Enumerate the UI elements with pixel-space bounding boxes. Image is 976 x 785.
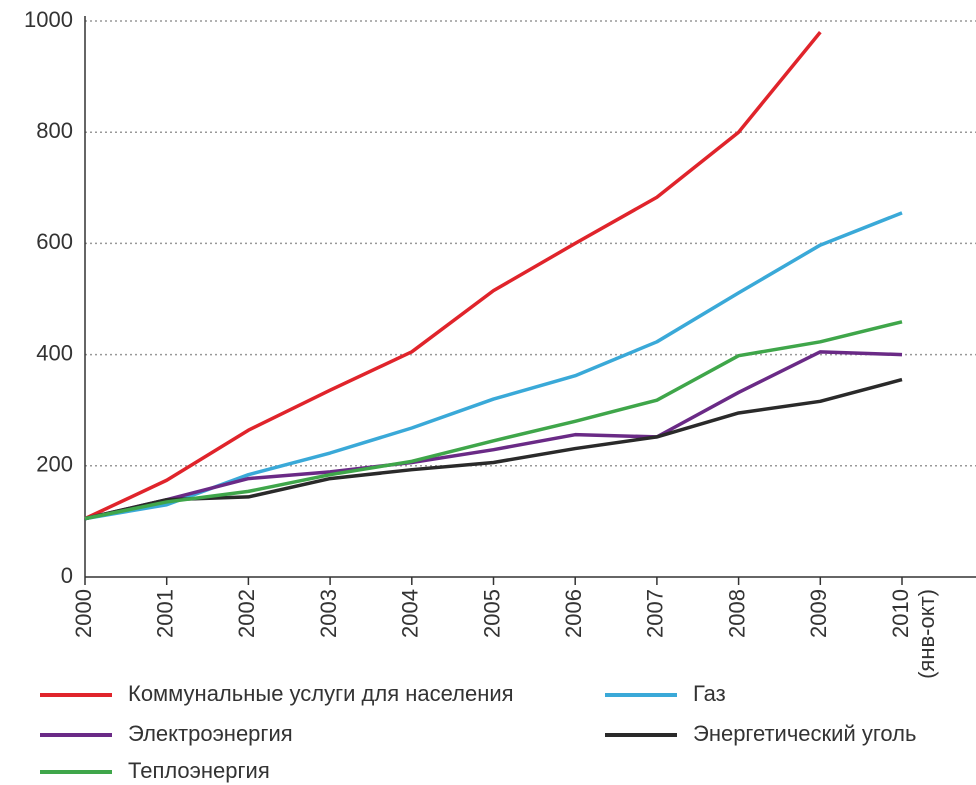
y-tick-label: 800: [36, 118, 73, 143]
x-tick-label: 2007: [643, 589, 668, 638]
x-tick-label: 2006: [561, 589, 586, 638]
x-tick-label: 2003: [316, 589, 341, 638]
series-line: [84, 211, 903, 521]
series-line: [84, 31, 822, 521]
series-line: [84, 320, 903, 521]
y-tick-label: 400: [36, 340, 73, 365]
legend-label: Коммунальные услуги для населения: [128, 681, 514, 706]
y-tick-label: 200: [36, 452, 73, 477]
y-tick-label: 600: [36, 229, 73, 254]
legend-label: Энергетический уголь: [693, 721, 916, 746]
legend-label: Электроэнергия: [128, 721, 293, 746]
x-tick-label: 2010: [888, 589, 913, 638]
y-tick-label: 1000: [24, 7, 73, 32]
legend-label: Теплоэнергия: [128, 758, 270, 783]
x-tick-label: 2004: [398, 589, 423, 638]
x-tick-label: 2000: [71, 589, 96, 638]
x-tick-label: 2005: [479, 589, 504, 638]
series-line: [84, 350, 903, 521]
series-line: [84, 377, 903, 521]
x-tick-label: 2001: [153, 589, 178, 638]
x-tick-label: 2009: [806, 589, 831, 638]
y-tick-label: 0: [61, 563, 73, 588]
legend-label: Газ: [693, 681, 726, 706]
x-note: (янв-окт): [914, 589, 939, 679]
x-tick-label: 2002: [234, 589, 259, 638]
x-tick-label: 2008: [724, 589, 749, 638]
